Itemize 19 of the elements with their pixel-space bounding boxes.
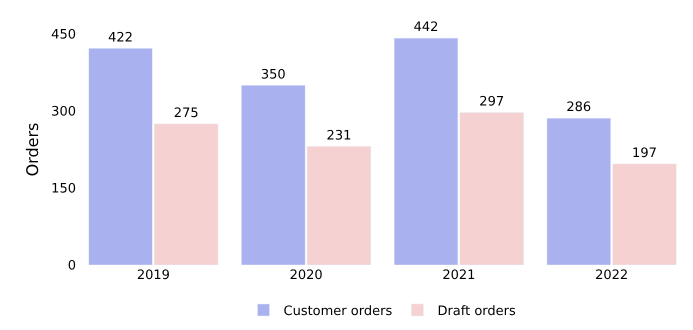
x-tick-label: 2022 — [595, 268, 628, 283]
x-tick-label: 2019 — [136, 268, 170, 283]
legend-label: Draft orders — [437, 304, 516, 320]
legend-label: Customer orders — [284, 304, 392, 320]
y-tick-label: 450 — [51, 28, 76, 43]
data-label: 350 — [260, 67, 286, 82]
data-label: 297 — [479, 94, 504, 110]
x-tick-label: 2021 — [442, 268, 476, 283]
data-label: 422 — [108, 30, 133, 46]
data-label: 286 — [566, 100, 592, 116]
data-label: 197 — [632, 146, 657, 161]
y-axis-title: Orders — [23, 122, 42, 176]
data-label: 275 — [174, 106, 199, 121]
y-tick-label: 150 — [51, 182, 76, 197]
y-tick-label: 300 — [51, 104, 76, 120]
x-tick-label: 2020 — [290, 268, 323, 283]
data-label: 442 — [414, 20, 438, 36]
y-tick-label: 0 — [68, 258, 76, 274]
data-label: 231 — [326, 128, 352, 144]
